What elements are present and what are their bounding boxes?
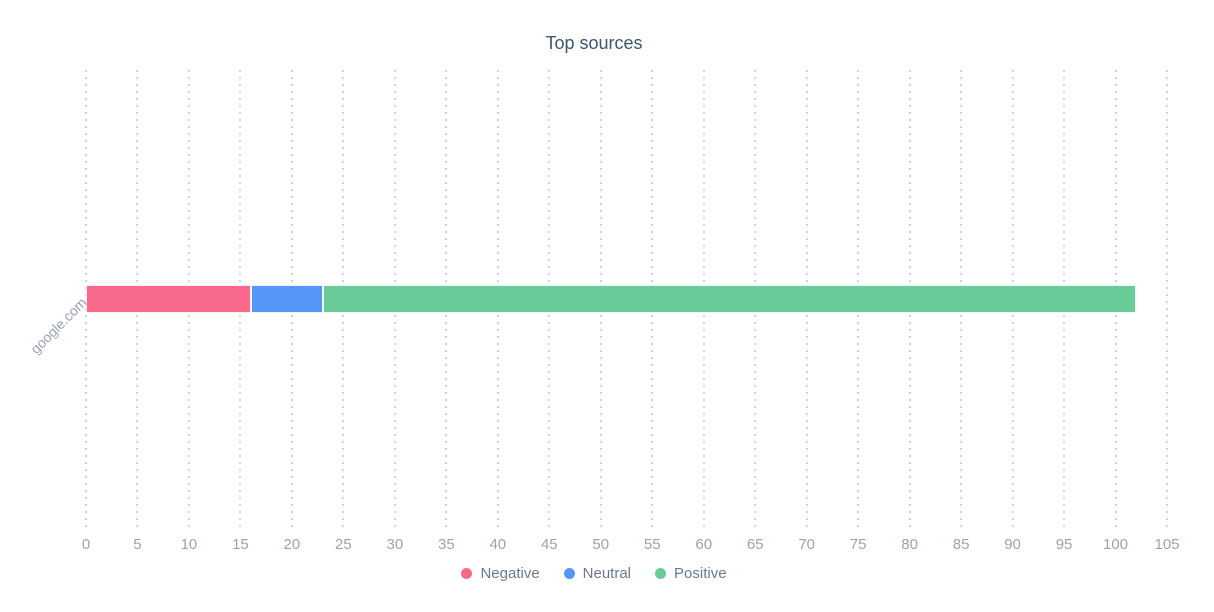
- legend-dot-negative: [461, 568, 473, 579]
- x-axis-tick-label-35: 35: [437, 536, 455, 553]
- legend-dot-neutral: [563, 568, 575, 579]
- x-axis-tick-label-45: 45: [540, 536, 558, 553]
- x-axis-tick-label-50: 50: [592, 536, 610, 553]
- x-axis-tick-label-80: 80: [901, 536, 918, 553]
- x-axis-tick-label-60: 60: [695, 536, 713, 553]
- legend: Negative Neutral Positive: [0, 565, 1188, 582]
- x-axis-tick-label-65: 65: [746, 536, 764, 553]
- legend-label-negative: Negative: [480, 565, 540, 582]
- bar-segment-negative[interactable]: [86, 284, 251, 313]
- x-axis-tick-label-55: 55: [643, 536, 661, 553]
- bar-segment-neutral[interactable]: [250, 284, 323, 313]
- x-axis-tick-label-95: 95: [1055, 536, 1073, 553]
- x-axis-tick-label-100: 100: [1103, 536, 1129, 553]
- x-axis-tick-label-105: 105: [1154, 536, 1180, 553]
- chart-title: Top sources: [545, 33, 643, 53]
- x-axis-tick-label-85: 85: [952, 536, 970, 553]
- bar-row-google-com: [86, 284, 1167, 313]
- x-axis-tick-label-75: 75: [849, 536, 867, 553]
- x-axis-tick-label-20: 20: [283, 536, 301, 553]
- x-axis-tick-label-30: 30: [386, 536, 404, 553]
- legend-item-positive[interactable]: Positive: [655, 565, 727, 582]
- x-axis-tick-label-70: 70: [798, 536, 815, 553]
- x-axis-tick-label-0: 0: [81, 536, 91, 553]
- x-axis-tick-label-5: 5: [133, 536, 142, 553]
- y-axis-category-label: google.com: [27, 294, 90, 357]
- x-axis-tick-label-90: 90: [1004, 536, 1021, 553]
- legend-dot-positive: [655, 568, 667, 579]
- x-axis-tick-label-25: 25: [335, 536, 352, 553]
- gridline-x-105: [1166, 70, 1168, 527]
- legend-label-neutral: Neutral: [582, 565, 632, 582]
- x-axis-tick-label-15: 15: [232, 536, 249, 553]
- legend-label-positive: Positive: [674, 565, 727, 582]
- x-axis-tick-label-40: 40: [489, 536, 507, 553]
- x-axis-tick-label-10: 10: [180, 536, 198, 553]
- legend-item-negative[interactable]: Negative: [461, 565, 540, 582]
- bar-segment-positive[interactable]: [322, 284, 1137, 313]
- plot-area: 0 5 10 15 20 25 30 35 40 45 50 55 60 65 70 75 80 85 90 95 10…: [82, 70, 1180, 553]
- legend-item-neutral[interactable]: Neutral: [563, 565, 632, 582]
